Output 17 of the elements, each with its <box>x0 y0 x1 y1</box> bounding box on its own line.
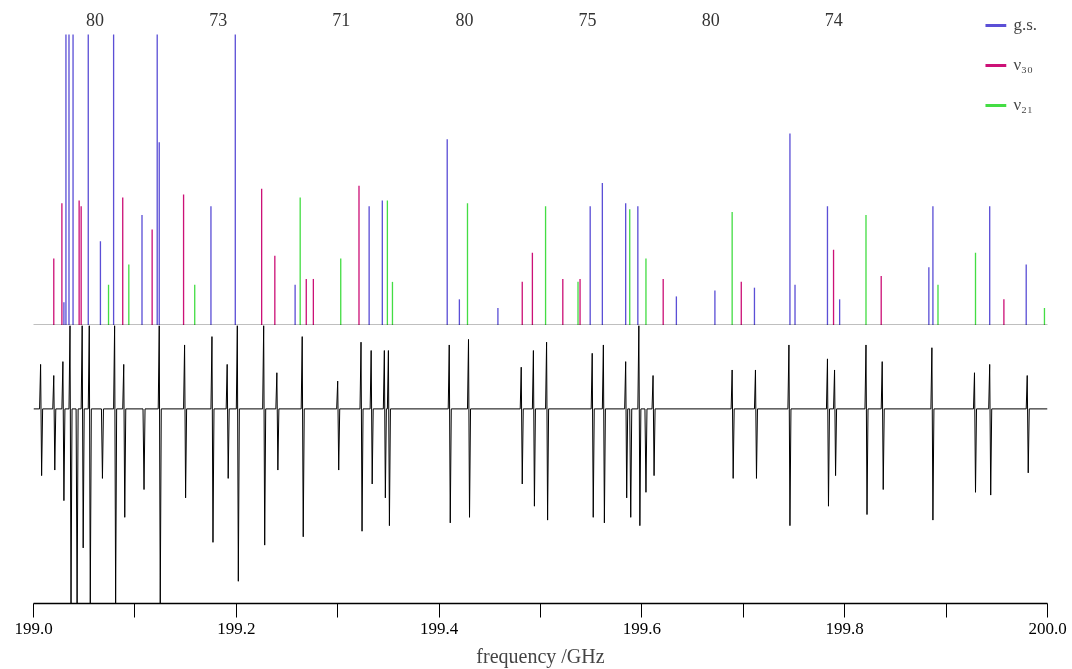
text: 71 <box>332 9 351 30</box>
x-tick-label: 199.6 <box>622 618 662 638</box>
x-tick-label: 199.0 <box>14 618 53 638</box>
legend-label: g.s. <box>1013 15 1037 35</box>
x-tick-label: 199.2 <box>217 618 256 638</box>
x-tick-label: 199.4 <box>419 618 459 638</box>
x-axis-title: frequency /GHz <box>476 644 605 668</box>
text: 74 <box>824 9 843 30</box>
x-tick-label: 199.8 <box>825 618 864 638</box>
text: 73 <box>209 9 228 30</box>
text: 80 <box>86 9 105 30</box>
text: 80 <box>455 9 474 30</box>
text: 75 <box>578 9 597 30</box>
legend-label: ν₂₁ <box>1013 95 1034 115</box>
text: 80 <box>701 9 720 30</box>
x-tick-label: 200.0 <box>1028 618 1067 638</box>
legend-label: ν₃₀ <box>1013 55 1034 75</box>
